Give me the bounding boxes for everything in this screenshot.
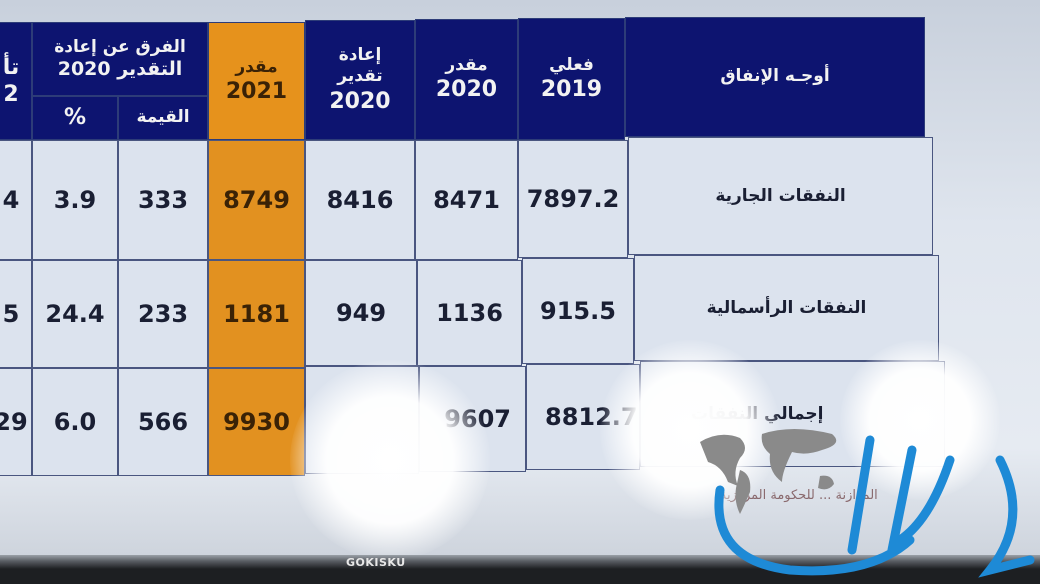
tv-screen: تأ 2 الفرق عن إعادة التقدير 2020 % القيم… [0,0,1040,560]
row1-diff-value: 333 [118,140,208,260]
header-reestimate-line2: تقدير [337,66,383,87]
row3-partial: 29 [0,368,32,476]
header-estimate-2021-year: 2021 [225,78,288,104]
header-diff-percent: % [32,96,118,140]
row3-diff-percent: 6.0 [32,368,118,476]
row1-estimate-2020: 8471 [415,140,518,260]
header-diff-line1: الفرق عن إعادة [54,36,186,57]
header-partial-line1: تأ [2,54,20,80]
header-estimate-2020-label: مقدر [445,55,488,76]
header-reestimate-line1: إعادة [338,45,382,65]
row2-estimate-2020: 1136 [417,260,522,366]
row3-estimate-2021: 9930 [208,368,305,476]
row2-estimate-2021: 1181 [208,260,305,368]
tv-brand: GOKISKU [346,556,406,569]
row2-item: النفقات الرأسمالية [634,255,939,361]
header-actual-2019: فعلي 2019 [518,18,625,140]
row2-diff-percent: 24.4 [32,260,118,368]
header-partial-line2: 2 [3,82,19,107]
header-actual-2019-label: فعلي [549,54,594,75]
header-diff-line2: التقدير 2020 [57,57,183,80]
row1-partial: 4 [0,140,32,260]
header-diff-group: الفرق عن إعادة التقدير 2020 [32,22,208,96]
header-partial: تأ 2 [0,22,32,140]
header-estimate-2020: مقدر 2020 [415,19,518,140]
footnote: الموازنة ... للحكومة المركزية [720,488,878,503]
header-reestimate-year: 2020 [329,88,391,114]
header-estimate-2021: مقدر 2021 [208,22,305,140]
watermark-logo [700,429,1035,578]
row2-diff-value: 233 [118,260,208,368]
row2-reestimate-2020: 949 [305,260,417,366]
row1-diff-percent: 3.9 [32,140,118,260]
row2-partial: 5 [0,260,32,368]
row1-reestimate-2020: 8416 [305,140,415,260]
header-estimate-2021-label: مقدر [235,56,278,77]
row1-item: النفقات الجارية [628,137,933,255]
row3-diff-value: 566 [118,368,208,476]
header-reestimate-2020: إعادة تقدير 2020 [305,20,415,140]
header-item: أوجـه الإنفاق [625,17,925,137]
header-estimate-2020-year: 2020 [435,77,498,103]
watermark-calligraphy [714,435,1035,578]
row2-actual-2019: 915.5 [522,258,634,364]
header-actual-2019-year: 2019 [540,76,603,102]
header-diff-value: القيمة [118,96,208,140]
row1-actual-2019: 7897.2 [518,140,628,258]
world-map-icon [700,429,837,514]
row1-estimate-2021: 8749 [208,140,305,260]
glare-reflection [290,360,490,560]
